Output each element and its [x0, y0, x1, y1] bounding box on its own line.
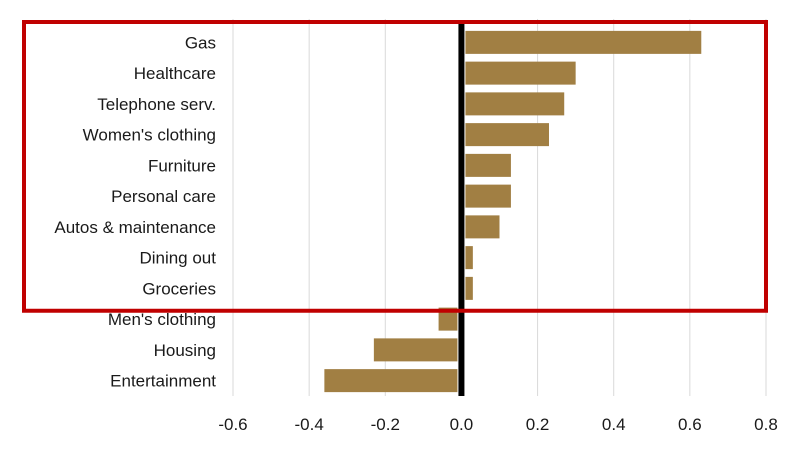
x-tick-label: -0.6 [218, 415, 247, 434]
bar-furniture [465, 153, 511, 177]
category-label: Housing [154, 341, 216, 360]
category-label: Personal care [111, 187, 216, 206]
bar-women-s-clothing [465, 123, 549, 147]
x-tick-labels: -0.6 -0.4 -0.2 0.0 0.2 0.4 0.6 0.8 [218, 415, 777, 434]
x-tick-label: -0.2 [371, 415, 400, 434]
bar-personal-care [465, 184, 511, 208]
x-tick-label: 0.6 [678, 415, 702, 434]
x-tick-label: -0.4 [294, 415, 323, 434]
bar-men-s-clothing [438, 307, 458, 331]
category-label: Autos & maintenance [54, 218, 216, 237]
bar-groceries [465, 276, 473, 300]
category-labels: Gas Healthcare Telephone serv. Women's clot… [54, 33, 216, 390]
x-tick-label: 0.2 [526, 415, 550, 434]
x-tick-label: 0.0 [450, 415, 474, 434]
x-tick-label: 0.4 [602, 415, 626, 434]
bar-gas [465, 30, 702, 54]
category-label: Telephone serv. [97, 95, 216, 114]
bar-telephone-serv [465, 92, 565, 116]
bar-housing [373, 338, 458, 362]
highlight-box [22, 20, 768, 313]
category-label: Gas [185, 33, 216, 52]
bar-entertainment [324, 369, 458, 393]
bar-dining-out [465, 246, 473, 270]
category-label: Healthcare [134, 64, 216, 83]
category-label: Entertainment [110, 372, 216, 391]
category-label: Furniture [148, 156, 216, 175]
category-label: Women's clothing [83, 126, 216, 145]
bars [324, 30, 702, 393]
category-label: Men's clothing [108, 310, 216, 329]
category-label: Dining out [139, 249, 216, 268]
x-tick-label: 0.8 [754, 415, 778, 434]
bar-healthcare [465, 61, 576, 85]
bar-autos-maintenance [465, 215, 500, 239]
category-label: Groceries [142, 279, 216, 298]
